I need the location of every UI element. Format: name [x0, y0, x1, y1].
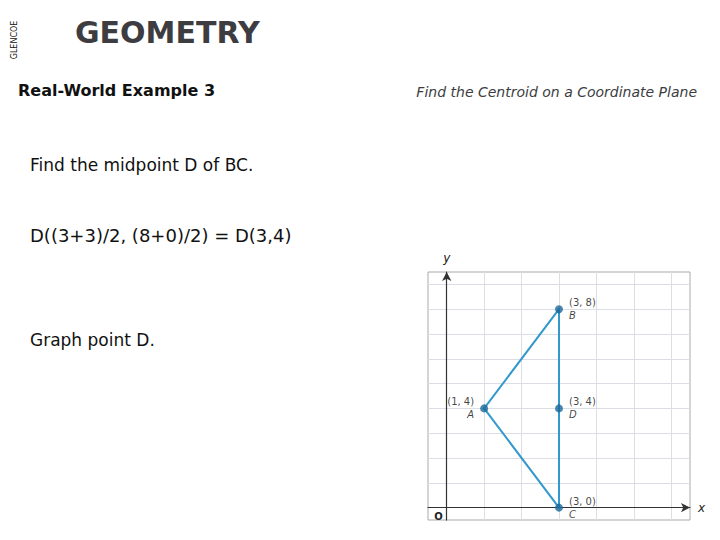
svg-text:x: x — [697, 501, 706, 515]
svg-text:O: O — [434, 511, 443, 522]
svg-text:(1, 4): (1, 4) — [447, 396, 474, 407]
svg-text:B: B — [569, 310, 576, 321]
svg-text:(3, 4): (3, 4) — [569, 396, 596, 407]
svg-text:GLENCOE: GLENCOE — [10, 21, 19, 60]
svg-text:Find the Centroid on a Coordin: Find the Centroid on a Coordinate Plane — [416, 84, 697, 100]
svg-text:A: A — [466, 409, 474, 420]
svg-text:(3, 0): (3, 0) — [569, 496, 596, 507]
svg-text:Graph point D.: Graph point D. — [30, 330, 155, 350]
svg-text:(3, 8): (3, 8) — [569, 297, 596, 308]
svg-text:y: y — [442, 251, 451, 265]
svg-text:Real-World Example 3: Real-World Example 3 — [18, 81, 215, 100]
svg-text:GEOMETRY: GEOMETRY — [75, 15, 261, 50]
svg-text:Find the midpoint D of BC.: Find the midpoint D of BC. — [30, 155, 253, 175]
svg-text:D: D — [569, 409, 577, 420]
svg-text:C: C — [569, 509, 576, 520]
svg-text:D((3+3)/2, (8+0)/2) = D(3,4): D((3+3)/2, (8+0)/2) = D(3,4) — [30, 225, 292, 246]
